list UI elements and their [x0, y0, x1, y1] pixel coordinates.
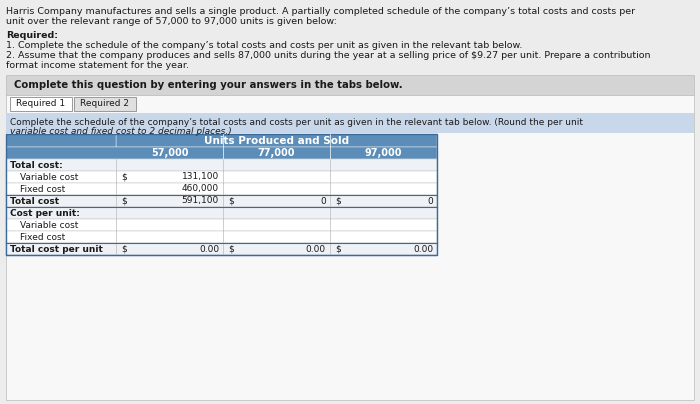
Bar: [6, 195, 437, 207]
Text: Required 2: Required 2: [80, 99, 130, 109]
Text: 131,100: 131,100: [182, 173, 219, 181]
Text: 1. Complete the schedule of the company’s total costs and costs per unit as give: 1. Complete the schedule of the company’…: [6, 41, 522, 50]
Text: Complete the schedule of the company’s total costs and costs per unit as given i: Complete the schedule of the company’s t…: [10, 118, 583, 127]
Bar: [74, 97, 136, 111]
Text: $: $: [121, 196, 127, 206]
Text: Cost per unit:: Cost per unit:: [10, 208, 80, 217]
Text: 77,000: 77,000: [258, 148, 295, 158]
Bar: [6, 219, 437, 231]
Text: $: $: [335, 196, 341, 206]
Text: $: $: [121, 173, 127, 181]
Text: 0: 0: [427, 196, 433, 206]
Text: unit over the relevant range of 57,000 to 97,000 units is given below:: unit over the relevant range of 57,000 t…: [6, 17, 337, 26]
Text: 0: 0: [321, 196, 326, 206]
Text: Required 1: Required 1: [16, 99, 66, 109]
Text: Fixed cost: Fixed cost: [20, 185, 65, 194]
Text: format income statement for the year.: format income statement for the year.: [6, 61, 189, 70]
Text: Total cost per unit: Total cost per unit: [10, 244, 103, 253]
Text: $: $: [335, 244, 341, 253]
Bar: [6, 95, 694, 400]
Bar: [10, 97, 72, 111]
Bar: [6, 183, 437, 195]
Bar: [6, 113, 694, 133]
Text: 0.00: 0.00: [413, 244, 433, 253]
Bar: [6, 134, 116, 147]
Text: $: $: [228, 196, 234, 206]
Text: Harris Company manufactures and sells a single product. A partially completed sc: Harris Company manufactures and sells a …: [6, 7, 635, 16]
Bar: [6, 147, 437, 159]
Text: 97,000: 97,000: [365, 148, 402, 158]
Bar: [6, 207, 437, 219]
Text: Variable cost: Variable cost: [20, 173, 78, 181]
Bar: [6, 75, 694, 95]
Text: 2. Assume that the company produces and sells 87,000 units during the year at a : 2. Assume that the company produces and …: [6, 51, 650, 60]
Text: 57,000: 57,000: [150, 148, 188, 158]
Text: Total cost:: Total cost:: [10, 160, 63, 170]
Text: Total cost: Total cost: [10, 196, 59, 206]
Text: Variable cost: Variable cost: [20, 221, 78, 229]
Text: Fixed cost: Fixed cost: [20, 232, 65, 242]
Text: 591,100: 591,100: [182, 196, 219, 206]
Text: 0.00: 0.00: [306, 244, 326, 253]
Text: Complete this question by entering your answers in the tabs below.: Complete this question by entering your …: [14, 80, 402, 90]
Text: 0.00: 0.00: [199, 244, 219, 253]
Text: 460,000: 460,000: [182, 185, 219, 194]
Bar: [6, 231, 437, 243]
Bar: [6, 134, 437, 255]
Bar: [6, 159, 437, 171]
Text: $: $: [121, 244, 127, 253]
Text: variable cost and fixed cost to 2 decimal places.): variable cost and fixed cost to 2 decima…: [10, 127, 232, 136]
Bar: [6, 171, 437, 183]
Text: Units Produced and Sold: Units Produced and Sold: [204, 135, 349, 145]
Text: Required:: Required:: [6, 31, 58, 40]
Bar: [116, 134, 437, 147]
Bar: [6, 243, 437, 255]
Text: $: $: [228, 244, 234, 253]
